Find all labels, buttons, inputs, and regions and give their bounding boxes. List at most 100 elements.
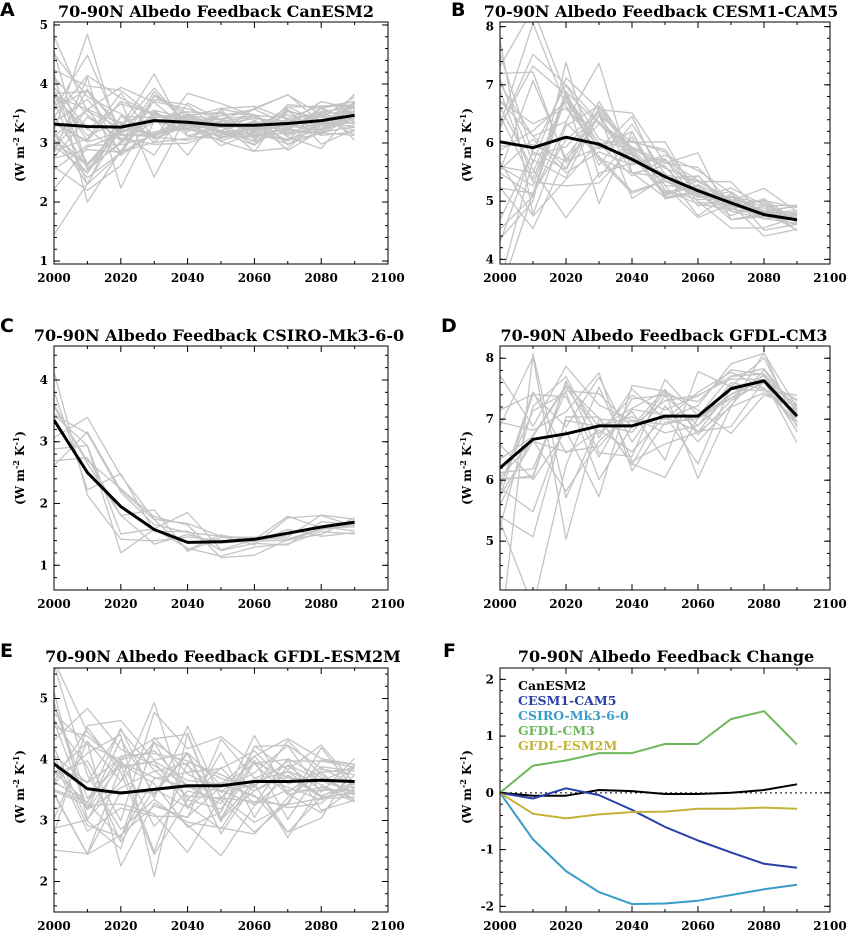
panel-f-x-tick-label: 2040: [615, 919, 648, 933]
panel-c-member-line: [54, 457, 355, 545]
series-line-canesm2: [500, 783, 798, 797]
panel-f-plot: 2000 2020 2040 2060 2080 2100 -2 -1 0 1 2: [481, 667, 847, 933]
panel-e-y-tick-label: 4: [40, 753, 48, 767]
series-line-csiro-mk3-6-0: [500, 792, 798, 906]
panel-e-title: 70-90N Albedo Feedback GFDL-ESM2M: [45, 647, 401, 666]
panel-a-y-tick-label: 1: [40, 254, 48, 268]
panel-c-member-line: [54, 413, 355, 540]
panel-a-x-tick-label: 2100: [371, 271, 404, 285]
panel-a: A 70-90N Albedo Feedback CanESM2 (W m-2 …: [0, 0, 405, 285]
panel-d: D 70-90N Albedo Feedback GFDL-CM3 (W m-2…: [441, 315, 847, 611]
panel-b-member-line: [500, 94, 798, 220]
panel-d-y-tick-label: 7: [486, 412, 494, 426]
panel-c-y-tick-label: 1: [40, 558, 48, 572]
panel-e-member-line: [54, 702, 355, 806]
panel-d-y-tick-label: 5: [486, 534, 494, 548]
panel-c-data: [54, 371, 355, 559]
panel-b-member-line: [500, 122, 798, 220]
panel-c-y-label: (W m-2 K-1): [11, 431, 27, 505]
panel-c-x-tick-label: 2080: [304, 597, 337, 611]
panel-c-x-tick-label: 2040: [171, 597, 204, 611]
panel-d-plot: 2000 2020 2040 2060 2080 2100 5 6 7 8: [483, 345, 847, 611]
panel-f-y-tick-label: 0: [486, 786, 494, 800]
panel-b-y-tick-label: 5: [486, 194, 494, 208]
panel-a-member-line: [54, 108, 356, 174]
panel-d-member-line: [500, 373, 798, 460]
panel-f-x-tick-label: 2000: [483, 919, 516, 933]
panel-b-title: 70-90N Albedo Feedback CESM1-CAM5: [484, 2, 839, 21]
panel-b-member-line: [500, 84, 798, 243]
panel-a-member-line: [54, 86, 355, 156]
panel-d-title: 70-90N Albedo Feedback GFDL-CM3: [500, 326, 827, 345]
panel-d-x-tick-label: 2100: [813, 597, 846, 611]
panel-a-x-tick-label: 2040: [171, 271, 204, 285]
panel-a-ensemble-mean-line: [54, 113, 355, 129]
panel-e-member-line: [54, 721, 355, 839]
legend-label-cesm1-cam5: CESM1-CAM5: [518, 693, 616, 708]
panel-d-y-label: (W m-2 K-1): [458, 431, 474, 505]
panel-e-member-line: [54, 739, 355, 804]
panel-e-plot: 2000 2020 2040 2060 2080 2100 2 3 4 5: [37, 667, 405, 933]
panel-f-x-tick-label: 2080: [747, 919, 780, 933]
series-line-gfdl-cm3: [500, 710, 798, 794]
panel-b-member-line: [500, 80, 798, 212]
panel-letter-b: B: [451, 0, 465, 21]
panel-a-title: 70-90N Albedo Feedback CanESM2: [58, 2, 374, 21]
legend-label-canesm2: CanESM2: [518, 678, 586, 693]
panel-e-x-tick-label: 2060: [238, 919, 271, 933]
panel-f-x-tick-label: 2100: [813, 919, 846, 933]
panel-d-member-line: [500, 374, 798, 481]
panel-e-y-label: (W m-2 K-1): [11, 750, 27, 824]
panel-a-y-tick-label: 4: [40, 77, 48, 91]
panel-d-member-line: [500, 386, 798, 590]
panel-e-member-line: [54, 738, 355, 856]
panel-a-data: [54, 33, 356, 235]
panel-d-x-tick-label: 2080: [747, 597, 780, 611]
legend: CanESM2 CESM1-CAM5 CSIRO-Mk3-6-0 GFDL-CM…: [518, 678, 629, 753]
panel-f-title: 70-90N Albedo Feedback Change: [518, 647, 814, 666]
panel-e-data: [54, 668, 356, 878]
panel-letter-d: D: [441, 315, 457, 337]
panel-b-y-tick-label: 7: [486, 78, 494, 92]
panel-a-member-line: [54, 102, 356, 190]
panel-c-x-tick-label: 2020: [104, 597, 137, 611]
panel-e-x-tick-label: 2040: [171, 919, 204, 933]
panel-b-member-line: [500, 65, 798, 215]
panel-c-member-line: [54, 414, 355, 557]
panel-c-y-tick-label: 4: [40, 373, 48, 387]
panel-letter-f: F: [443, 640, 456, 662]
panel-a-x-tick-label: 2080: [304, 271, 337, 285]
panel-f: F 70-90N Albedo Feedback Change (W m-2 K…: [443, 640, 847, 933]
panel-b: B 70-90N Albedo Feedback CESM1-CAM5 (W m…: [451, 0, 847, 285]
panel-a-x-tick-label: 2020: [104, 271, 137, 285]
panel-c-x-tick-label: 2060: [238, 597, 271, 611]
panel-f-y-tick-label: 2: [486, 672, 494, 686]
panel-c-y-tick-label: 2: [40, 497, 48, 511]
panel-e-x-tick-label: 2020: [104, 919, 137, 933]
panel-e-y-tick-label: 3: [40, 814, 48, 828]
panel-e-x-tick-label: 2080: [304, 919, 337, 933]
panel-b-x-tick-label: 2000: [483, 271, 516, 285]
panel-e-x-tick-label: 2000: [37, 919, 70, 933]
panel-e-member-line: [54, 758, 355, 832]
panel-e-member-line: [54, 725, 355, 804]
panel-e-x-tick-label: 2100: [371, 919, 404, 933]
panel-b-x-tick-label: 2060: [681, 271, 714, 285]
panel-b-member-line: [500, 90, 798, 218]
panel-d-member-line: [500, 379, 798, 513]
panel-e-member-line: [54, 726, 355, 856]
panel-e-member-line: [54, 701, 355, 819]
panel-b-data: [500, 22, 798, 264]
panel-f-x-tick-label: 2020: [549, 919, 582, 933]
panel-b-member-line: [500, 115, 798, 207]
panel-letter-a: A: [0, 0, 15, 21]
panel-f-y-label: (W m-2 K-1): [458, 750, 474, 824]
panel-d-member-line: [500, 384, 798, 498]
panel-f-data: [500, 710, 830, 906]
panel-d-data: [500, 352, 799, 590]
panel-a-y-label: (W m-2 K-1): [11, 108, 27, 182]
panel-a-frame: [53, 21, 389, 265]
legend-label-gfdl-esm2m: GFDL-ESM2M: [518, 738, 617, 753]
panel-b-x-tick-label: 2040: [615, 271, 648, 285]
